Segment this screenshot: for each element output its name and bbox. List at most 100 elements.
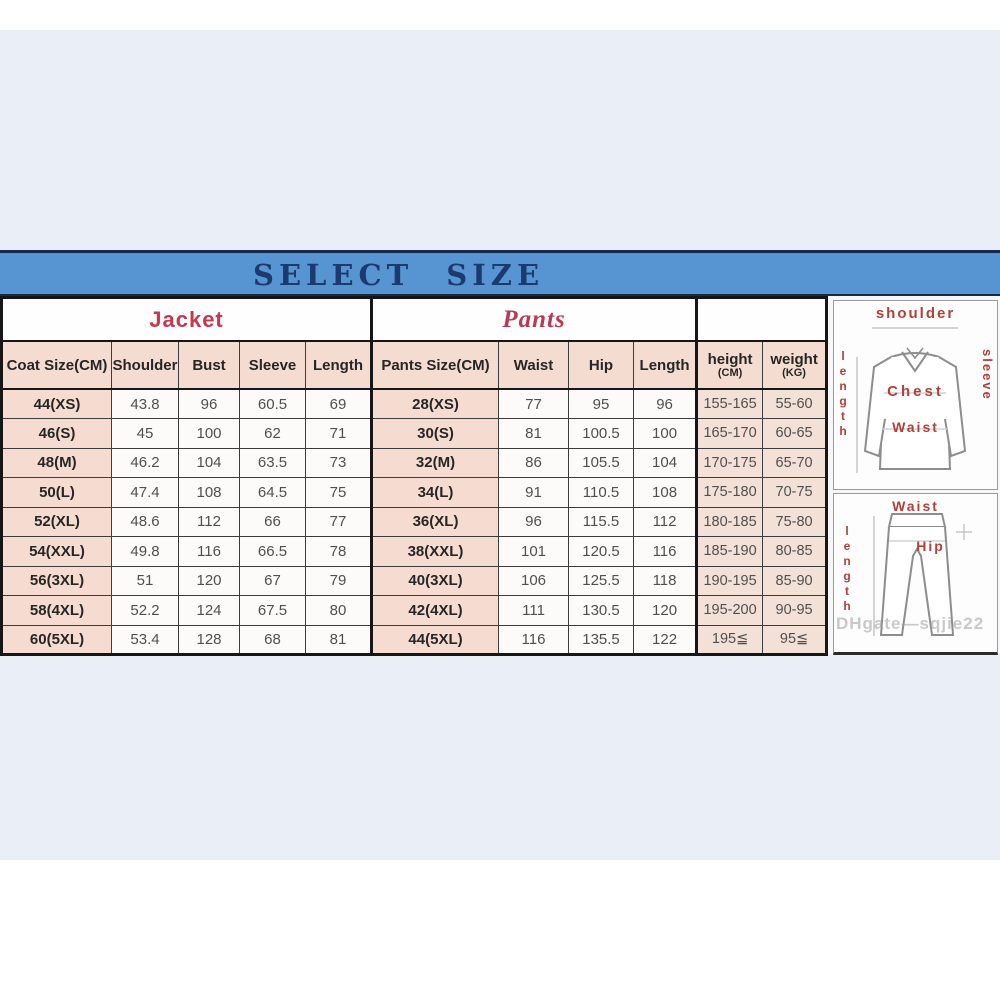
sleeve-cell: 60.5 xyxy=(239,388,306,419)
bust-cell: 100 xyxy=(178,418,240,449)
shoulder-cell: 51 xyxy=(111,565,179,596)
jacket-length-cell: 73 xyxy=(304,447,373,478)
jacket-length-cell: 75 xyxy=(304,477,373,508)
shoulder-cell: 53.4 xyxy=(111,624,179,655)
waist-cell: 111 xyxy=(498,595,570,626)
pants-length-cell: 112 xyxy=(633,506,698,537)
sleeve-cell: 66 xyxy=(239,506,306,537)
sleeve-cell: 66.5 xyxy=(239,536,306,567)
waist-cell: 106 xyxy=(498,565,570,596)
jacket-size-cell: 48(M) xyxy=(1,447,112,478)
pants-length-cell: 120 xyxy=(633,595,698,626)
pants-size-cell: 36(XL) xyxy=(370,506,500,537)
jacket-sleeve-label: sleeve xyxy=(980,349,995,401)
hip-cell: 105.5 xyxy=(568,447,635,478)
table-row: 56(3XL) 51 120 67 79 40(3XL) 106 125.5 118 190-19… xyxy=(1,565,828,596)
pants-size-header: Pants Size(CM) xyxy=(370,340,500,390)
jacket-length-cell: 81 xyxy=(304,624,373,655)
jacket-section-label: Jacket xyxy=(149,306,224,332)
jacket-section-label-cell: Jacket xyxy=(0,297,373,342)
jacket-size-cell: 54(XXL) xyxy=(1,536,112,567)
shoulder-cell: 45 xyxy=(111,418,179,449)
waist-cell: 96 xyxy=(498,506,570,537)
pants-length-cell: 104 xyxy=(633,447,698,478)
jacket-waist-label: Waist xyxy=(892,419,939,435)
hip-header: Hip xyxy=(568,340,635,390)
bust-cell: 96 xyxy=(178,388,240,419)
hip-cell: 100.5 xyxy=(568,418,635,449)
height-cell: 195-200 xyxy=(695,595,764,626)
height-cell: 170-175 xyxy=(695,447,764,478)
pants-diagram: Waist length Hip DHgate—sqjie22 xyxy=(833,493,998,655)
pants-size-cell: 34(L) xyxy=(370,477,500,508)
coat-size-header: Coat Size(CM) xyxy=(1,340,112,390)
column-header-row: Coat Size(CM) Shoulder Bust Sleeve Lengt… xyxy=(1,340,828,390)
weight-cell: 85-90 xyxy=(762,565,828,596)
jacket-length-cell: 78 xyxy=(304,536,373,567)
bust-cell: 128 xyxy=(178,624,240,655)
pants-waist-label: Waist xyxy=(892,498,939,514)
height-cell: 185-190 xyxy=(695,536,764,567)
section-band-row: Jacket Pants xyxy=(0,297,828,342)
weight-header: weight (KG) xyxy=(762,340,828,390)
pants-section-label-cell: Pants xyxy=(370,297,698,342)
pants-size-cell: 30(S) xyxy=(370,418,500,449)
height-cell: 195≦ xyxy=(695,624,764,655)
page-title: SELECT SIZE xyxy=(253,258,545,292)
sleeve-cell: 68 xyxy=(239,624,306,655)
hip-cell: 135.5 xyxy=(568,624,635,655)
shoulder-cell: 47.4 xyxy=(111,477,179,508)
jacket-size-cell: 58(4XL) xyxy=(1,595,112,626)
sleeve-cell: 67 xyxy=(239,565,306,596)
pants-line-drawing xyxy=(873,513,972,636)
pants-size-cell: 42(4XL) xyxy=(370,595,500,626)
select-size-banner: SELECT SIZE xyxy=(0,250,1000,296)
size-table: Jacket Pants Coat Size(CM) Shoulder Bust… xyxy=(0,296,829,656)
pants-length-cell: 96 xyxy=(633,388,698,419)
weight-cell: 70-75 xyxy=(762,477,828,508)
bust-cell: 108 xyxy=(178,477,240,508)
weight-unit-label: (KG) xyxy=(782,367,806,379)
jacket-shoulder-label: shoulder xyxy=(875,305,956,322)
table-row: 58(4XL) 52.2 124 67.5 80 42(4XL) 111 130.5 120 19… xyxy=(1,595,828,626)
pants-size-cell: 38(XXL) xyxy=(370,536,500,567)
pants-size-cell: 32(M) xyxy=(370,447,500,478)
shoulder-header: Shoulder xyxy=(111,340,179,390)
pants-size-cell: 44(5XL) xyxy=(370,624,500,655)
pants-length-cell: 100 xyxy=(633,418,698,449)
hip-cell: 95 xyxy=(568,388,635,419)
pants-length-label: length xyxy=(840,524,854,614)
bust-header: Bust xyxy=(178,340,240,390)
height-header-label: height xyxy=(707,351,753,368)
sleeve-cell: 62 xyxy=(239,418,306,449)
weight-cell: 80-85 xyxy=(762,536,828,567)
sleeve-cell: 67.5 xyxy=(239,595,306,626)
jacket-size-cell: 56(3XL) xyxy=(1,565,112,596)
jacket-size-cell: 50(L) xyxy=(1,477,112,508)
sleeve-header: Sleeve xyxy=(239,340,306,390)
height-cell: 190-195 xyxy=(695,565,764,596)
shoulder-cell: 46.2 xyxy=(111,447,179,478)
sleeve-cell: 64.5 xyxy=(239,477,306,508)
pants-length-cell: 118 xyxy=(633,565,698,596)
pants-length-header: Length xyxy=(633,340,698,390)
waist-cell: 101 xyxy=(498,536,570,567)
table-row: 48(M) 46.2 104 63.5 73 32(M) 86 105.5 104 170-175… xyxy=(1,447,828,478)
jacket-length-cell: 77 xyxy=(304,506,373,537)
jacket-size-cell: 44(XS) xyxy=(1,388,112,419)
bust-cell: 116 xyxy=(178,536,240,567)
jacket-line-drawing xyxy=(856,327,967,473)
pants-size-cell: 28(XS) xyxy=(370,388,500,419)
table-row: 52(XL) 48.6 112 66 77 36(XL) 96 115.5 112 180-185… xyxy=(1,506,828,537)
waist-cell: 81 xyxy=(498,418,570,449)
hip-cell: 110.5 xyxy=(568,477,635,508)
waist-cell: 116 xyxy=(498,624,570,655)
bust-cell: 112 xyxy=(178,506,240,537)
weight-cell: 75-80 xyxy=(762,506,828,537)
weight-cell: 90-95 xyxy=(762,595,828,626)
jacket-chest-label: Chest xyxy=(887,383,944,400)
jacket-size-cell: 52(XL) xyxy=(1,506,112,537)
height-cell: 165-170 xyxy=(695,418,764,449)
jacket-length-label: length xyxy=(836,349,850,439)
